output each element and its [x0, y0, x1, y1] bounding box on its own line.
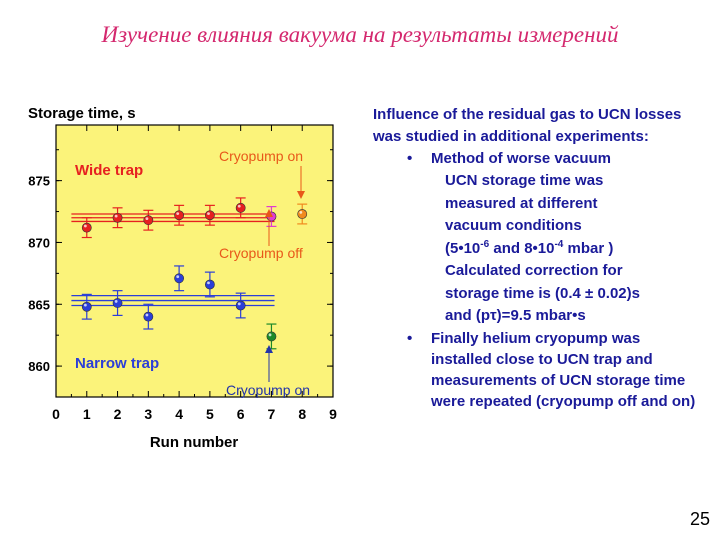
- data-point: [204, 271, 215, 298]
- bullet1-line1: UCN storage time was: [445, 172, 604, 189]
- x-axis-label: Run number: [150, 434, 238, 451]
- arrow-cryopump-on-bottom: [265, 345, 273, 382]
- plot-area: [55, 124, 334, 398]
- x-tick-label: 2: [114, 406, 122, 422]
- slide-title: Изучение влияния вакуума на результаты и…: [101, 22, 619, 47]
- y-tick-label: 865: [28, 297, 50, 312]
- wide-trap-label: Wide trap: [75, 162, 143, 179]
- bullet1-title: Method of worse vacuum: [431, 150, 612, 167]
- marker: [112, 298, 123, 308]
- data-point: [235, 197, 246, 219]
- data-point: [112, 290, 123, 316]
- bullet-dot: •: [407, 329, 413, 347]
- marker-highlight: [268, 333, 272, 337]
- marker-highlight: [299, 211, 303, 214]
- marker-highlight: [145, 313, 149, 317]
- bullet-worse-vacuum: • Method of worse vacuum UCN storage tim…: [373, 148, 703, 328]
- marker-highlight: [237, 302, 241, 306]
- marker: [174, 273, 185, 284]
- marker: [266, 331, 277, 342]
- y-tick-label: 870: [28, 235, 50, 250]
- marker-highlight: [145, 217, 149, 220]
- marker: [204, 210, 215, 221]
- marker: [143, 215, 154, 226]
- data-point: [235, 292, 246, 319]
- marker-highlight: [207, 281, 210, 285]
- x-tick-label: 0: [52, 406, 60, 422]
- marker: [297, 209, 308, 219]
- x-tick-label: 1: [83, 406, 91, 422]
- marker-highlight: [83, 303, 87, 307]
- x-tick-label: 4: [175, 406, 183, 422]
- y-tick-label: 860: [28, 359, 50, 374]
- data-point: [143, 303, 154, 330]
- bullet2-text: Finally helium cryopump was installed cl…: [431, 329, 696, 410]
- data-point: [174, 265, 185, 292]
- cryopump-off-label: Cryopump off: [219, 245, 303, 261]
- bullet1-line6: storage time is (0.4 ± 0.02)s: [445, 284, 640, 302]
- storage-time-chart: Storage time, s Run number 0 1 2 3 4 5 6 7 8 9 860…: [28, 105, 337, 451]
- intro-paragraph: Influence of the residual gas to UCN los…: [373, 106, 682, 145]
- narrow-trap-label: Narrow trap: [75, 355, 159, 372]
- bullet1-line3: vacuum conditions: [445, 217, 582, 234]
- marker-highlight: [207, 212, 210, 216]
- page-number: 25: [689, 509, 710, 529]
- data-point: [143, 209, 154, 231]
- bullet1-line5: Calculated correction for: [445, 262, 623, 279]
- description-text: Influence of the residual gas to UCN los…: [373, 104, 703, 412]
- y-axis-label: Storage time, s: [28, 105, 136, 122]
- cryopump-on-bottom-label: Cryopump on: [226, 382, 310, 398]
- data-point: [174, 204, 185, 226]
- marker: [81, 222, 92, 233]
- cryopump-on-top-label: Cryopump on: [219, 148, 303, 164]
- data-point: [266, 323, 277, 350]
- marker-highlight: [176, 212, 180, 216]
- marker: [235, 202, 246, 213]
- data-point: [81, 293, 92, 320]
- bullet1-line4: (5•10-6 and 8•10-4 mbar ): [445, 238, 614, 257]
- x-tick-label: 6: [237, 406, 245, 422]
- x-tick-label: 7: [268, 406, 276, 422]
- data-point: [112, 207, 123, 229]
- marker-highlight: [237, 204, 241, 208]
- marker: [112, 212, 123, 223]
- x-tick-label: 9: [329, 406, 337, 422]
- data-point: [204, 204, 215, 226]
- data-point: [81, 217, 92, 239]
- marker-highlight: [83, 224, 87, 228]
- marker-highlight: [176, 275, 180, 279]
- bullet1-line2: measured at different: [445, 194, 598, 212]
- marker: [143, 311, 154, 322]
- bullet-cryopump: • Finally helium cryopump was installed …: [373, 328, 703, 412]
- y-tick-label: 875: [28, 174, 50, 189]
- arrow-cryopump-off: [265, 209, 273, 246]
- marker: [204, 279, 215, 290]
- marker-highlight: [114, 214, 118, 218]
- x-tick-label: 3: [144, 406, 152, 422]
- x-tick-label: 8: [298, 406, 306, 422]
- bullet-dot: •: [407, 150, 413, 167]
- bullet1-line7: and (pτ)=9.5 mbar•s: [445, 307, 586, 324]
- x-tick-label: 5: [206, 406, 214, 422]
- arrow-cryopump-on-top: [297, 166, 305, 199]
- marker: [235, 300, 246, 311]
- marker-highlight: [114, 300, 118, 303]
- data-point: [297, 203, 308, 225]
- marker: [81, 301, 92, 312]
- marker: [174, 210, 185, 221]
